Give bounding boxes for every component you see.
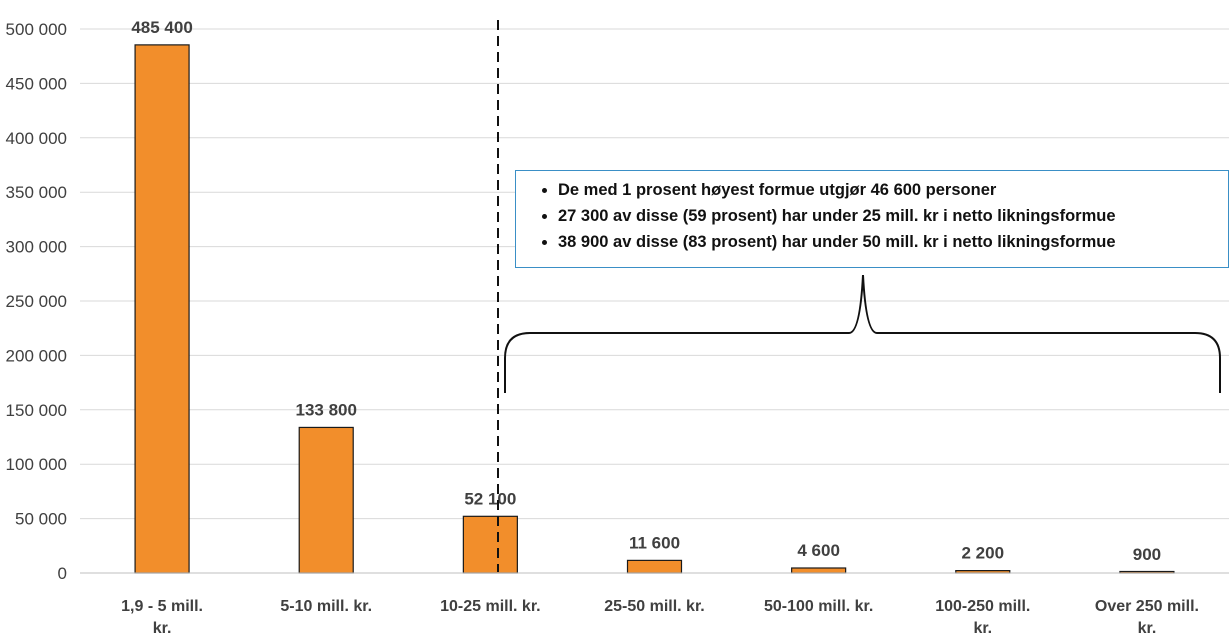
y-tick-label: 500 000 <box>6 20 67 39</box>
y-axis-ticks: 0 50 000 100 000 150 000 200 000 250 000 300 0… <box>6 20 67 583</box>
bar <box>298 426 354 574</box>
x-category-label: 100-250 mill. kr. <box>935 598 1030 635</box>
y-tick-label: 0 <box>58 564 67 583</box>
bar <box>791 567 847 574</box>
data-label: 11 600 <box>629 533 680 552</box>
y-tick-label: 250 000 <box>6 292 67 311</box>
x-category-label: 1,9 - 5 mill. kr. <box>121 598 203 635</box>
x-category-label: 25-50 mill. kr. <box>604 598 705 615</box>
y-tick-label: 400 000 <box>6 129 67 148</box>
y-tick-label: 350 000 <box>6 183 67 202</box>
data-label: 2 200 <box>962 544 1005 563</box>
data-label: 485 400 <box>131 18 192 37</box>
bars <box>134 44 1175 574</box>
annotation-list: De med 1 prosent høyest formue utgjør 46… <box>530 177 1228 255</box>
annotation-bullet: De med 1 prosent høyest formue utgjør 46… <box>558 177 1228 203</box>
annotation-bullet: 38 900 av disse (83 prosent) har under 5… <box>558 229 1228 255</box>
grouping-brace <box>504 274 1221 393</box>
data-label: 4 600 <box>797 541 840 560</box>
data-labels: 485 400 133 800 52 100 11 600 4 600 2 200 900 <box>131 18 1161 564</box>
x-category-label: 10-25 mill. kr. <box>440 598 541 615</box>
bar <box>462 515 518 574</box>
data-label: 900 <box>1133 545 1161 564</box>
y-tick-label: 300 000 <box>6 238 67 257</box>
gridlines <box>80 28 1229 520</box>
y-tick-label: 50 000 <box>15 510 67 529</box>
y-tick-label: 150 000 <box>6 401 67 420</box>
data-label: 52 100 <box>464 489 516 508</box>
x-category-label: 5-10 mill. kr. <box>280 598 372 615</box>
x-axis-categories: 1,9 - 5 mill. kr. 5-10 mill. kr. 10-25 mill… <box>121 598 1199 635</box>
annotation-box: De med 1 prosent høyest formue utgjør 46… <box>515 170 1229 268</box>
bar <box>626 559 683 574</box>
y-tick-label: 100 000 <box>6 455 67 474</box>
data-label: 133 800 <box>295 400 356 419</box>
annotation-bullet: 27 300 av disse (59 prosent) har under 2… <box>558 203 1228 229</box>
x-category-label: Over 250 mill. kr. <box>1095 598 1199 635</box>
y-tick-label: 200 000 <box>6 346 67 365</box>
y-tick-label: 450 000 <box>6 74 67 93</box>
bar <box>134 44 190 574</box>
x-category-label: 50-100 mill. kr. <box>764 598 873 615</box>
